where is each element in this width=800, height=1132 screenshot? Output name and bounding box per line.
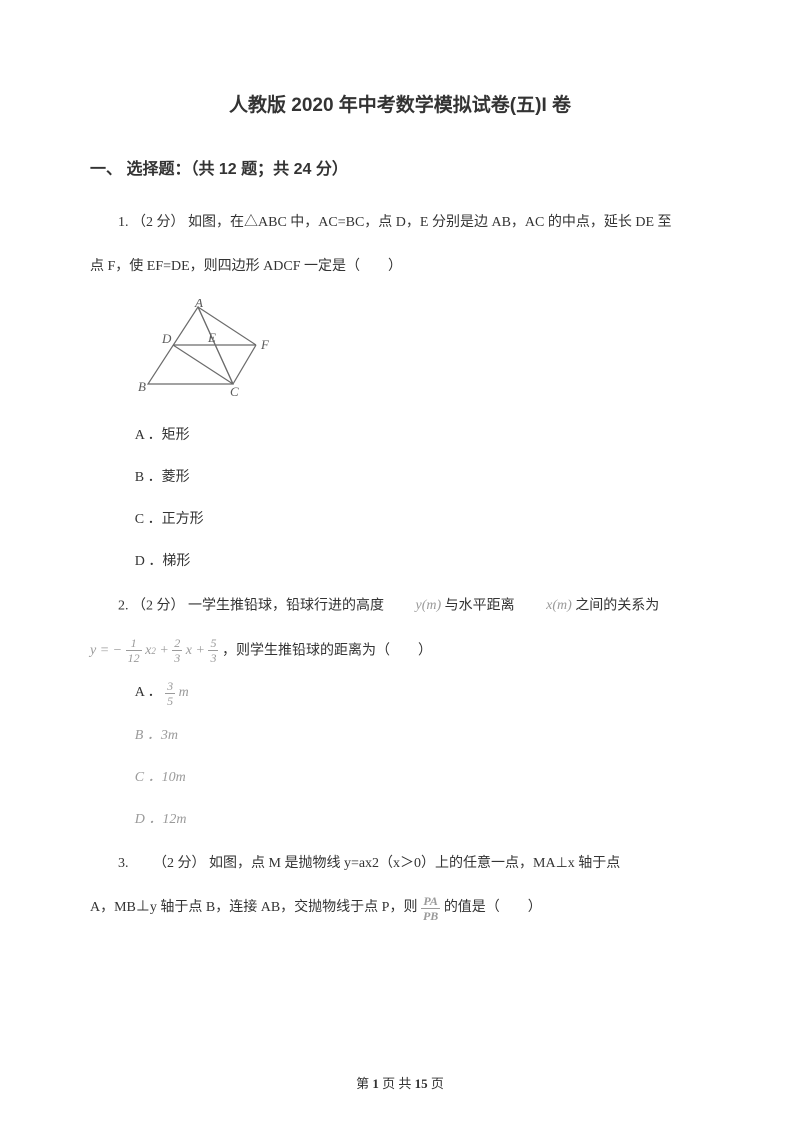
q2-frac3: 53 (208, 637, 218, 664)
footer-c: 页 共 (379, 1076, 415, 1091)
q2-x: x (186, 635, 192, 667)
fig-label-F: F (260, 337, 270, 352)
fig-label-E: E (207, 330, 216, 345)
q2-option-a: A ． 35 m (135, 679, 710, 707)
q3-text-b: A，MB⊥y 轴于点 B，连接 AB，交抛物线于点 P，则 (90, 900, 421, 915)
q2-frac2: 23 (172, 637, 182, 664)
q1-text-b: 点 F，使 EF=DE，则四边形 ADCF 一定是（ ） (90, 251, 710, 283)
q1-option-b: B ．菱形 (135, 464, 710, 492)
q2-option-d: D ．12m (135, 806, 710, 834)
q2-xm: x(m) (518, 590, 572, 622)
q1-option-a: A ．矩形 (135, 422, 710, 450)
q2-option-c: C ．10m (135, 764, 710, 792)
q2-part3: 之间的关系为 (575, 599, 659, 614)
q2-number: 2. (118, 599, 129, 614)
q3-number: 3. (118, 856, 129, 871)
q2-plus2: + (196, 635, 205, 667)
fig-label-A: A (194, 299, 203, 310)
q2-eq-prefix: y = − (90, 635, 122, 667)
q2-frac1: 112 (126, 637, 142, 664)
q3-points: （2 分） (153, 856, 206, 871)
q2-opt-a-frac: 35 (165, 680, 175, 707)
q3-frac: PAPB (421, 895, 440, 922)
q2-part1: 一学生推铅球，铅球行进的高度 (188, 599, 388, 614)
q2-points: （2 分） (132, 599, 185, 614)
fig-label-B: B (138, 379, 146, 394)
q2-equation: y = − 112 x2 + 23 x + 53 ，则学生推铅球的距离为（ ） (90, 635, 710, 668)
q2-sup2: 2 (151, 641, 156, 662)
q3-line2: A，MB⊥y 轴于点 B，连接 AB，交抛物线于点 P，则 PAPB 的值是（ … (90, 892, 710, 924)
q2-opt-a-prefix: A ． (135, 686, 162, 701)
footer-e: 页 (428, 1076, 444, 1091)
q2-opt-a-suffix: m (179, 679, 189, 707)
fig-label-D: D (161, 331, 172, 346)
footer-a: 第 (356, 1076, 372, 1091)
q1-option-d: D ．梯形 (135, 548, 710, 576)
footer-total: 15 (415, 1076, 428, 1091)
q1-figure: A B C D E F (138, 299, 710, 404)
q1-text-a: 如图，在△ABC 中，AC=BC，点 D，E 分别是边 AB，AC 的中点，延长… (188, 215, 672, 230)
q1-points: （2 分） (132, 215, 185, 230)
question-1: 1. （2 分） 如图，在△ABC 中，AC=BC，点 D，E 分别是边 AB，… (90, 207, 710, 239)
q3-text-a: 如图，点 M 是抛物线 y=ax2（x＞0）上的任意一点，MA⊥x 轴于点 (209, 856, 620, 871)
q2-part2: 与水平距离 (445, 599, 519, 614)
question-3: 3. （2 分） 如图，点 M 是抛物线 y=ax2（x＞0）上的任意一点，MA… (90, 848, 710, 880)
q2-plus1: + (159, 635, 168, 667)
q2-ym: y(m) (388, 590, 442, 622)
q2-tail: ，则学生推铅球的距离为（ ） (222, 643, 432, 658)
page-title: 人教版 2020 年中考数学模拟试卷(五)I 卷 (90, 90, 710, 117)
fig-label-C: C (230, 384, 239, 399)
q3-text-c: 的值是（ ） (444, 900, 542, 915)
q1-number: 1. (118, 215, 129, 230)
section-heading: 一、 选择题：（共 12 题；共 24 分） (90, 155, 710, 179)
q1-option-c: C ．正方形 (135, 506, 710, 534)
question-2: 2. （2 分） 一学生推铅球，铅球行进的高度 y(m) 与水平距离 x(m) … (90, 590, 710, 623)
q2-option-b: B ．3m (135, 722, 710, 750)
page-footer: 第 1 页 共 15 页 (0, 1073, 800, 1092)
